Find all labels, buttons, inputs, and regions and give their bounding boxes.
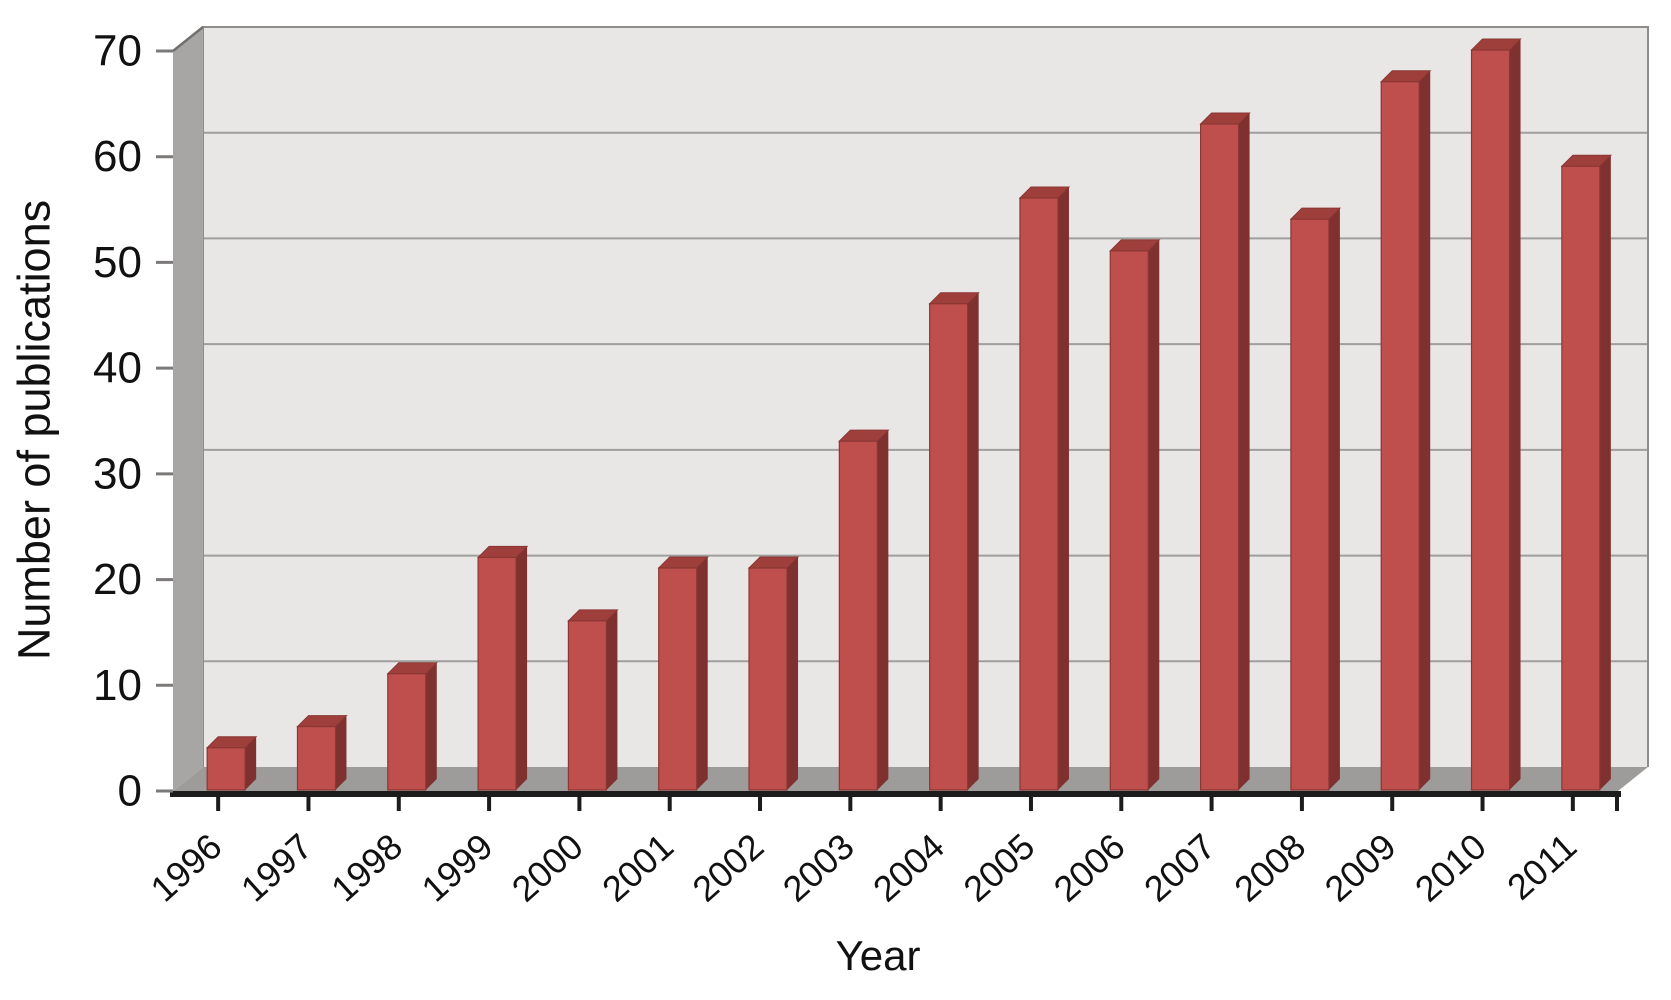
bar-2008	[1290, 218, 1330, 791]
bar-side-1997	[335, 715, 347, 790]
bar-2006	[1109, 250, 1149, 791]
bar-2007	[1199, 123, 1240, 791]
bar-side-2004	[967, 292, 979, 790]
x-tick	[1390, 797, 1395, 811]
bar-2009	[1380, 81, 1420, 791]
bar-side-2003	[877, 430, 889, 790]
x-tick	[396, 797, 401, 811]
x-tick-label: 2006	[1046, 825, 1133, 909]
bar-side-1996	[245, 736, 257, 790]
y-tick-label: 50	[93, 238, 142, 287]
bar-2010	[1470, 49, 1511, 791]
y-tick-label: 40	[93, 344, 142, 393]
x-tick	[1028, 797, 1033, 811]
x-tick	[487, 797, 492, 811]
bar-2011	[1561, 165, 1601, 791]
bar-side-2006	[1148, 239, 1160, 790]
bar-side-2009	[1419, 70, 1431, 790]
bar-1999	[477, 556, 517, 791]
x-tick-end	[1615, 797, 1619, 811]
bar-1997	[296, 725, 337, 791]
x-tick-label: 2011	[1499, 825, 1584, 907]
bar-side-2000	[606, 609, 618, 790]
x-tick-label: 2002	[684, 825, 771, 909]
bar-side-2001	[696, 557, 708, 790]
x-tick-label: 2010	[1407, 825, 1494, 909]
x-tick	[1480, 797, 1485, 811]
x-tick-label: 2003	[775, 825, 862, 909]
plot-background	[203, 27, 1648, 767]
x-tick-label: 2007	[1136, 825, 1223, 909]
x-tick	[758, 797, 763, 811]
x-tick-label: 1998	[323, 825, 410, 909]
y-tick-label: 70	[93, 27, 142, 76]
x-tick-label: 1997	[233, 825, 320, 909]
left-wall	[173, 27, 203, 791]
x-tick	[848, 797, 853, 811]
x-tick	[667, 797, 672, 811]
bar-side-2008	[1328, 208, 1340, 791]
x-tick	[1299, 797, 1304, 811]
x-tick	[577, 797, 582, 811]
x-tick	[216, 797, 221, 811]
x-axis-line	[170, 791, 1621, 797]
y-tick-label: 0	[118, 767, 142, 816]
y-tick-label: 30	[93, 449, 142, 498]
x-tick	[938, 797, 943, 811]
bar-2003	[838, 440, 878, 791]
x-tick-label: 2005	[955, 825, 1042, 909]
y-axis-title: Number of publications	[9, 200, 60, 660]
x-tick-label: 2000	[504, 825, 591, 909]
bar-1998	[387, 673, 427, 791]
x-tick-label: 2009	[1317, 825, 1404, 909]
x-tick-label: 2008	[1226, 825, 1313, 909]
x-tick	[1570, 797, 1575, 811]
y-tick-label: 60	[93, 132, 142, 181]
bar-2004	[929, 303, 969, 791]
chart-floor	[173, 767, 1648, 791]
x-tick-label: 1996	[143, 825, 230, 909]
bar-side-1998	[425, 662, 437, 790]
bar-side-2002	[787, 557, 799, 790]
x-tick-label: 2001	[594, 825, 681, 909]
bar-side-2011	[1599, 155, 1611, 791]
x-tick	[1119, 797, 1124, 811]
bar-2000	[567, 620, 608, 791]
x-axis-title: Year	[836, 932, 921, 979]
bar-1996	[206, 747, 246, 791]
x-tick	[306, 797, 311, 811]
wall-top-edge	[172, 26, 204, 52]
x-tick-label: 2004	[865, 825, 952, 909]
bar-side-1999	[516, 546, 528, 790]
bar-side-2010	[1509, 39, 1521, 790]
y-tick-label: 10	[93, 661, 142, 710]
bar-side-2005	[1057, 187, 1069, 790]
x-tick-label: 1999	[413, 825, 500, 909]
bar-side-2007	[1238, 113, 1250, 790]
bar-2001	[658, 567, 698, 791]
bar-2002	[748, 567, 788, 791]
x-tick	[1209, 797, 1214, 811]
y-tick-label: 20	[93, 555, 142, 604]
bar-2005	[1019, 197, 1059, 791]
